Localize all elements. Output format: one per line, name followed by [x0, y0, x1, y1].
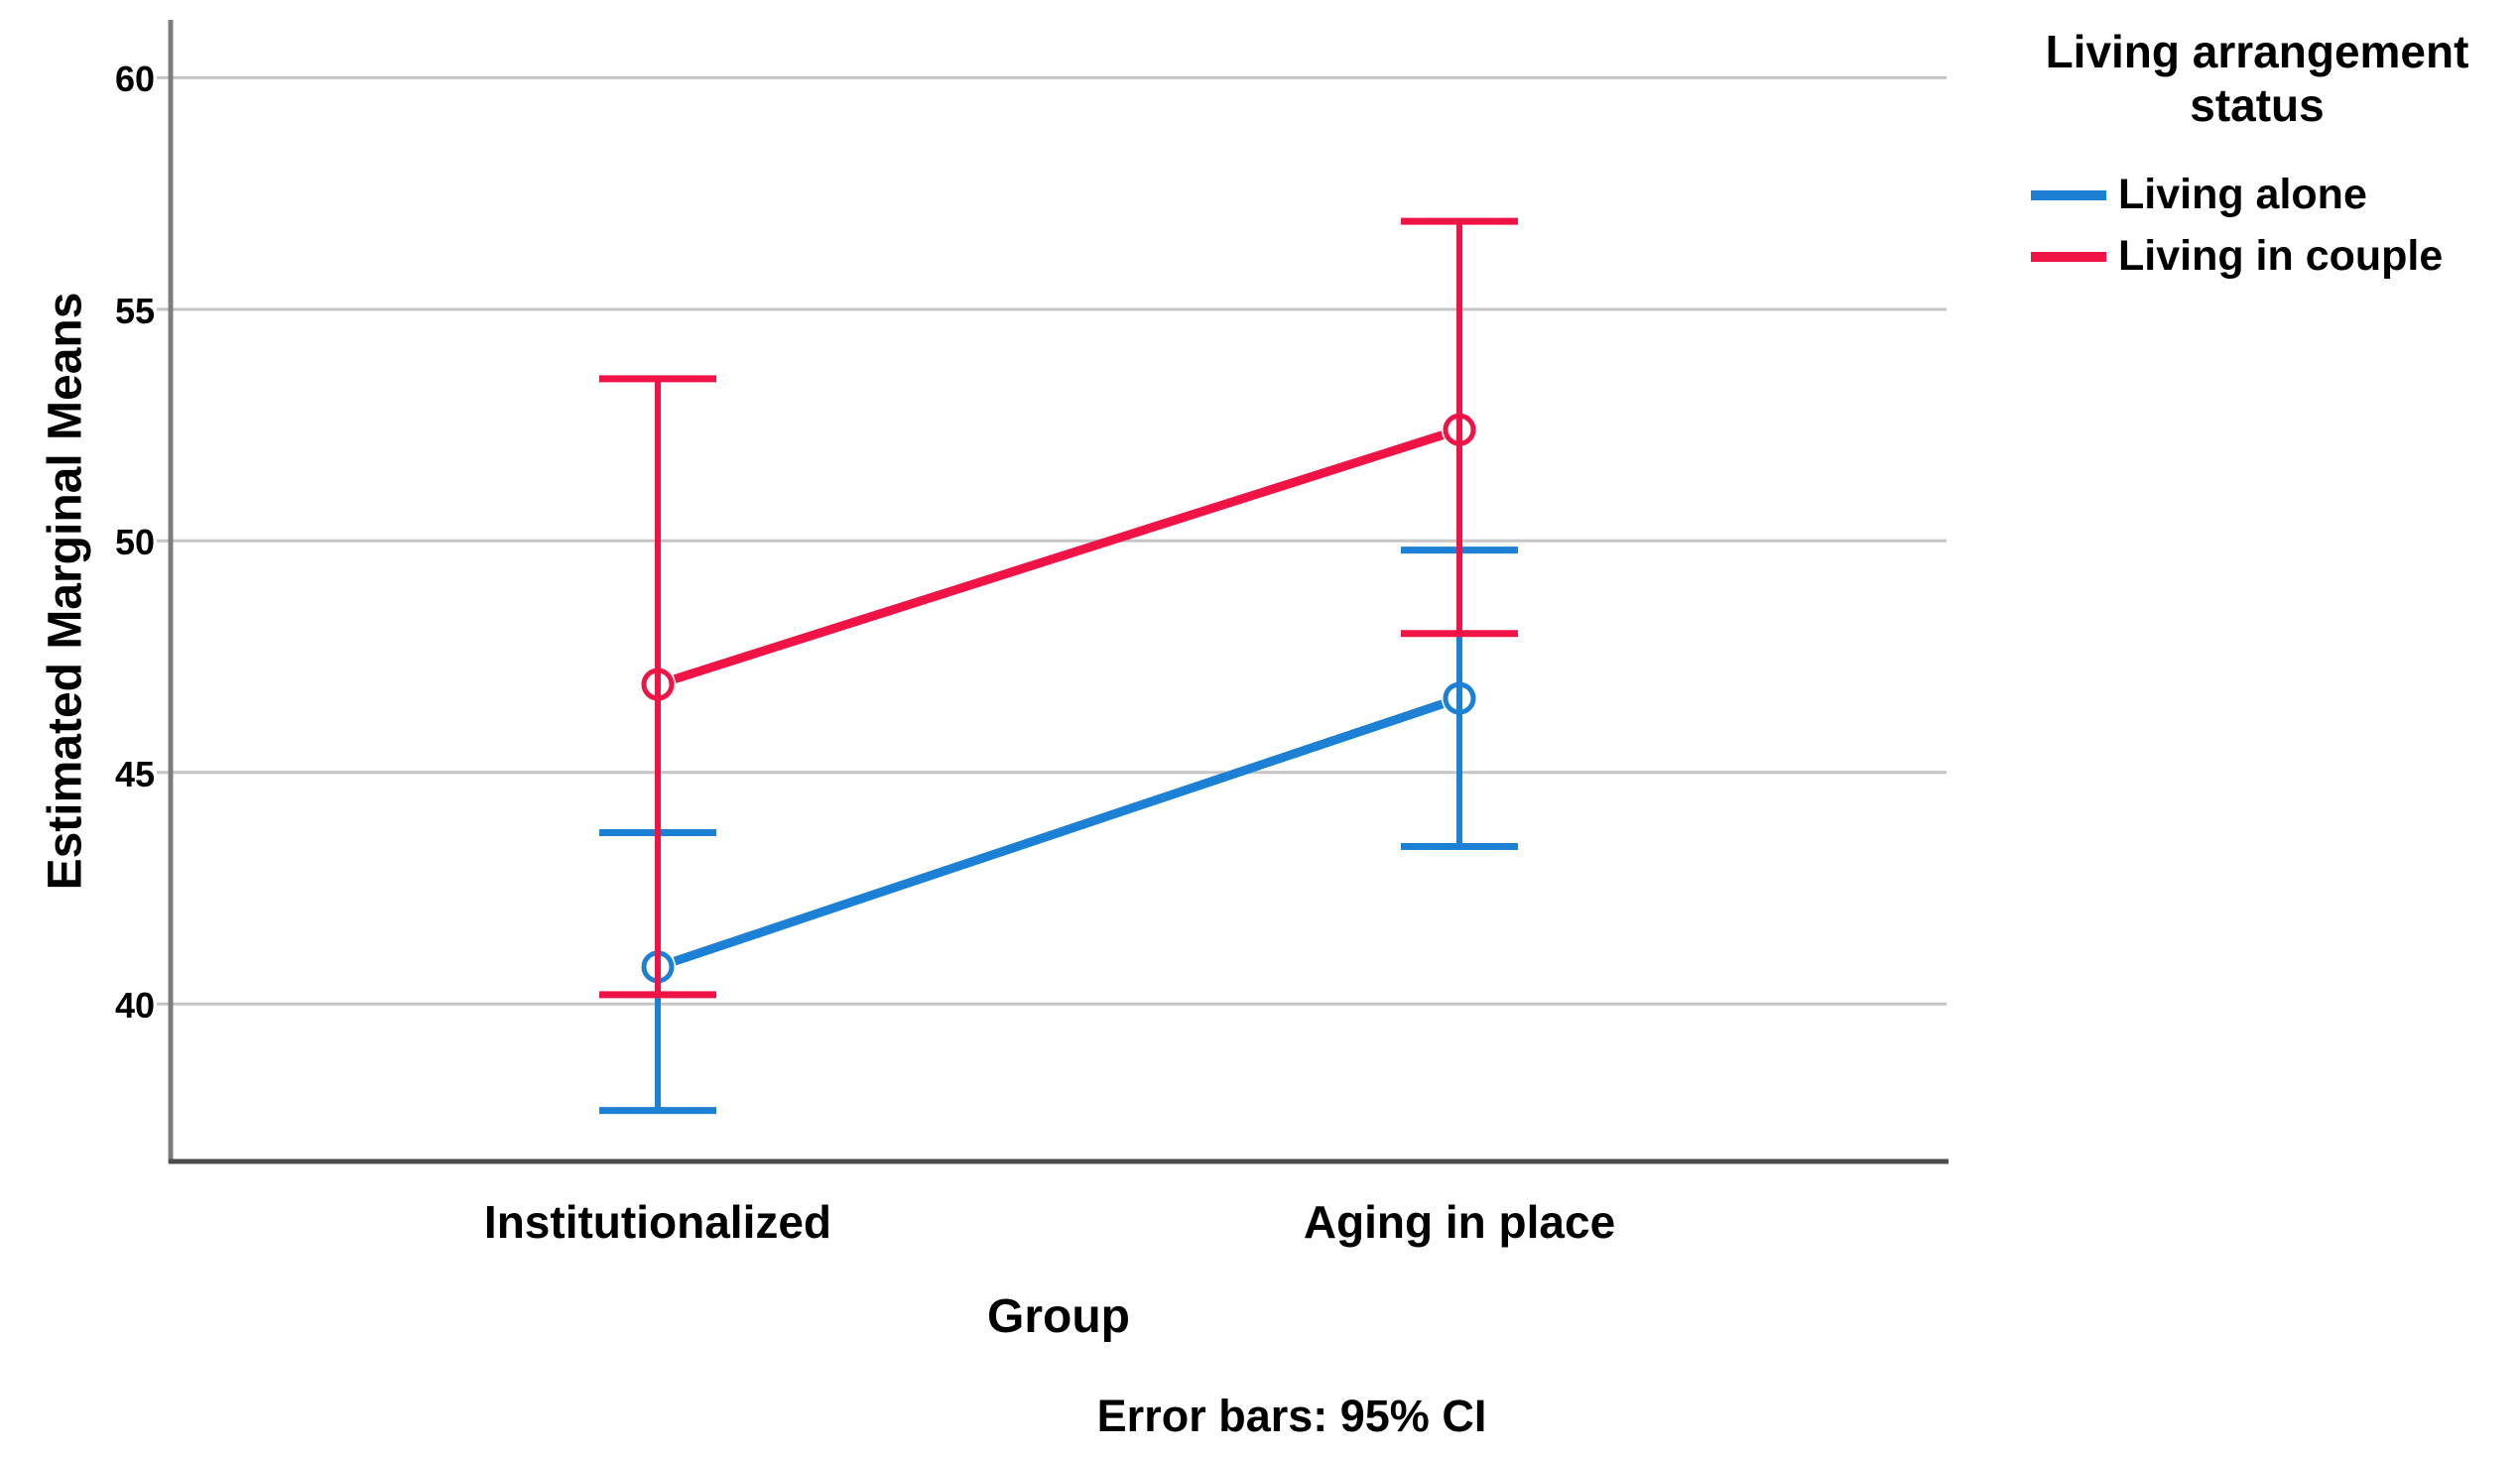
legend-swatch-living-alone: [2031, 189, 2106, 200]
legend-swatch-living-in-couple: [2031, 251, 2106, 262]
y-tick-label: 50: [114, 522, 155, 563]
legend-title: Living arrangement status: [2045, 26, 2469, 131]
data-point-marker: [641, 668, 675, 701]
x-category-label: Aging in place: [1303, 1196, 1616, 1248]
axes: [168, 20, 1949, 1164]
y-tick-label: 55: [114, 290, 155, 331]
y-tick-label: 40: [114, 985, 155, 1027]
legend: Living arrangement status Living alone Li…: [2024, 26, 2520, 288]
data-point-marker: [1443, 681, 1476, 715]
series-living-alone: [598, 547, 1519, 1115]
data-series: [598, 217, 1519, 1115]
error-bar-footnote: Error bars: 95% CI: [1096, 1391, 1487, 1441]
legend-label: Living in couple: [2118, 232, 2444, 281]
y-tick-label: 45: [114, 753, 155, 794]
data-point-marker: [1443, 413, 1476, 446]
y-axis-title: Estimated Marginal Means: [39, 292, 92, 891]
legend-item-living-in-couple: Living in couple: [2031, 226, 2520, 288]
legend-item-living-alone: Living alone: [2031, 165, 2520, 226]
x-category-label: Institutionalized: [483, 1196, 832, 1248]
x-axis-title: Group: [987, 1290, 1130, 1343]
series-line: [673, 699, 1445, 966]
series-line: [673, 430, 1445, 683]
gridlines: [157, 75, 1947, 1006]
y-tick-label: 60: [114, 59, 155, 100]
series-living-in-couple: [598, 217, 1519, 999]
legend-items: Living alone Living in couple: [2024, 165, 2520, 288]
legend-label: Living alone: [2118, 171, 2367, 219]
